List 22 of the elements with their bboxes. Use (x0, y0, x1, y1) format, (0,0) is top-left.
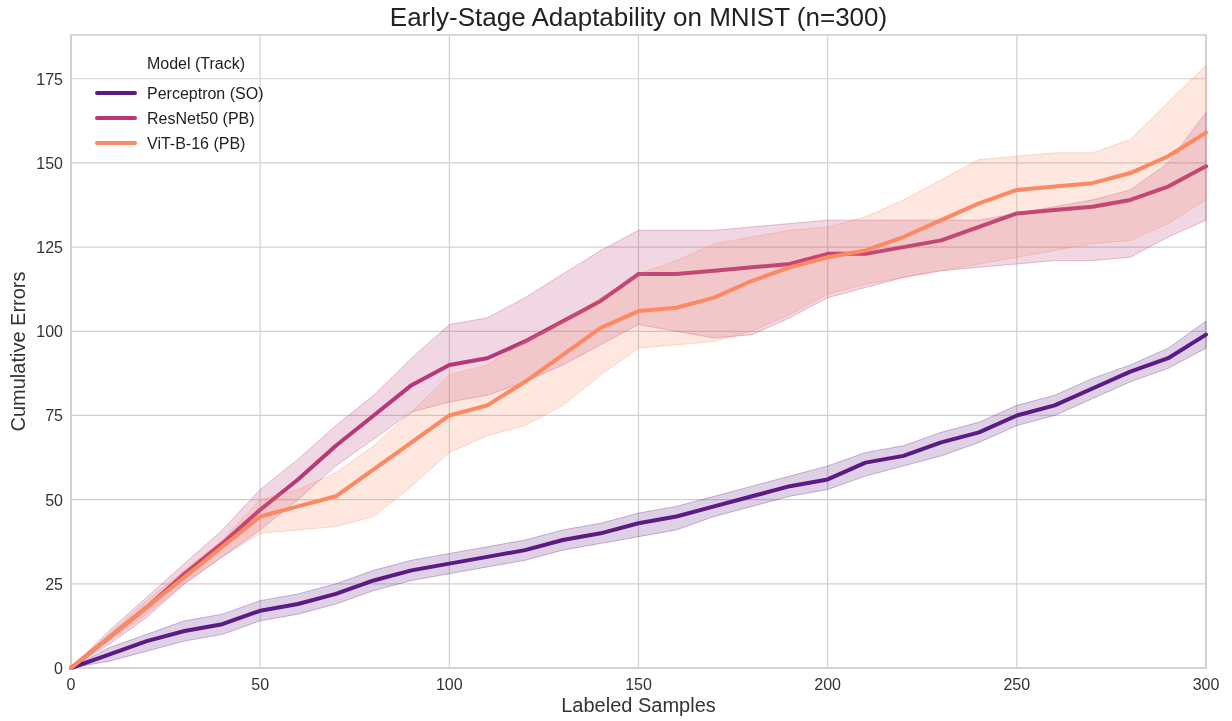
y-tick-label: 175 (36, 70, 64, 88)
y-axis-title: Cumulative Errors (7, 271, 29, 432)
y-tick-label: 75 (45, 407, 64, 425)
legend-label: ViT-B-16 (PB) (147, 135, 246, 152)
legend-label: Perceptron (SO) (147, 85, 264, 102)
x-axis-title: Labeled Samples (561, 694, 716, 716)
x-tick-label: 300 (1192, 676, 1220, 693)
x-tick-label: 250 (1003, 676, 1031, 693)
y-tick-label: 0 (54, 660, 64, 677)
x-tick-label: 100 (435, 676, 463, 693)
chart-title: Early-Stage Adaptability on MNIST (n=300) (389, 2, 888, 32)
x-tick-label: 0 (66, 676, 76, 693)
y-tick-label: 125 (36, 239, 64, 257)
x-tick-label: 200 (814, 676, 842, 693)
legend-title: Model (Track) (146, 55, 246, 72)
legend-label: ResNet50 (PB) (147, 110, 255, 127)
y-tick-label: 50 (45, 491, 64, 509)
y-tick-label: 150 (36, 154, 64, 172)
y-tick-label: 25 (45, 575, 64, 593)
y-tick-label: 100 (36, 323, 64, 341)
x-tick-label: 50 (251, 676, 270, 693)
x-tick-label: 150 (625, 676, 652, 693)
